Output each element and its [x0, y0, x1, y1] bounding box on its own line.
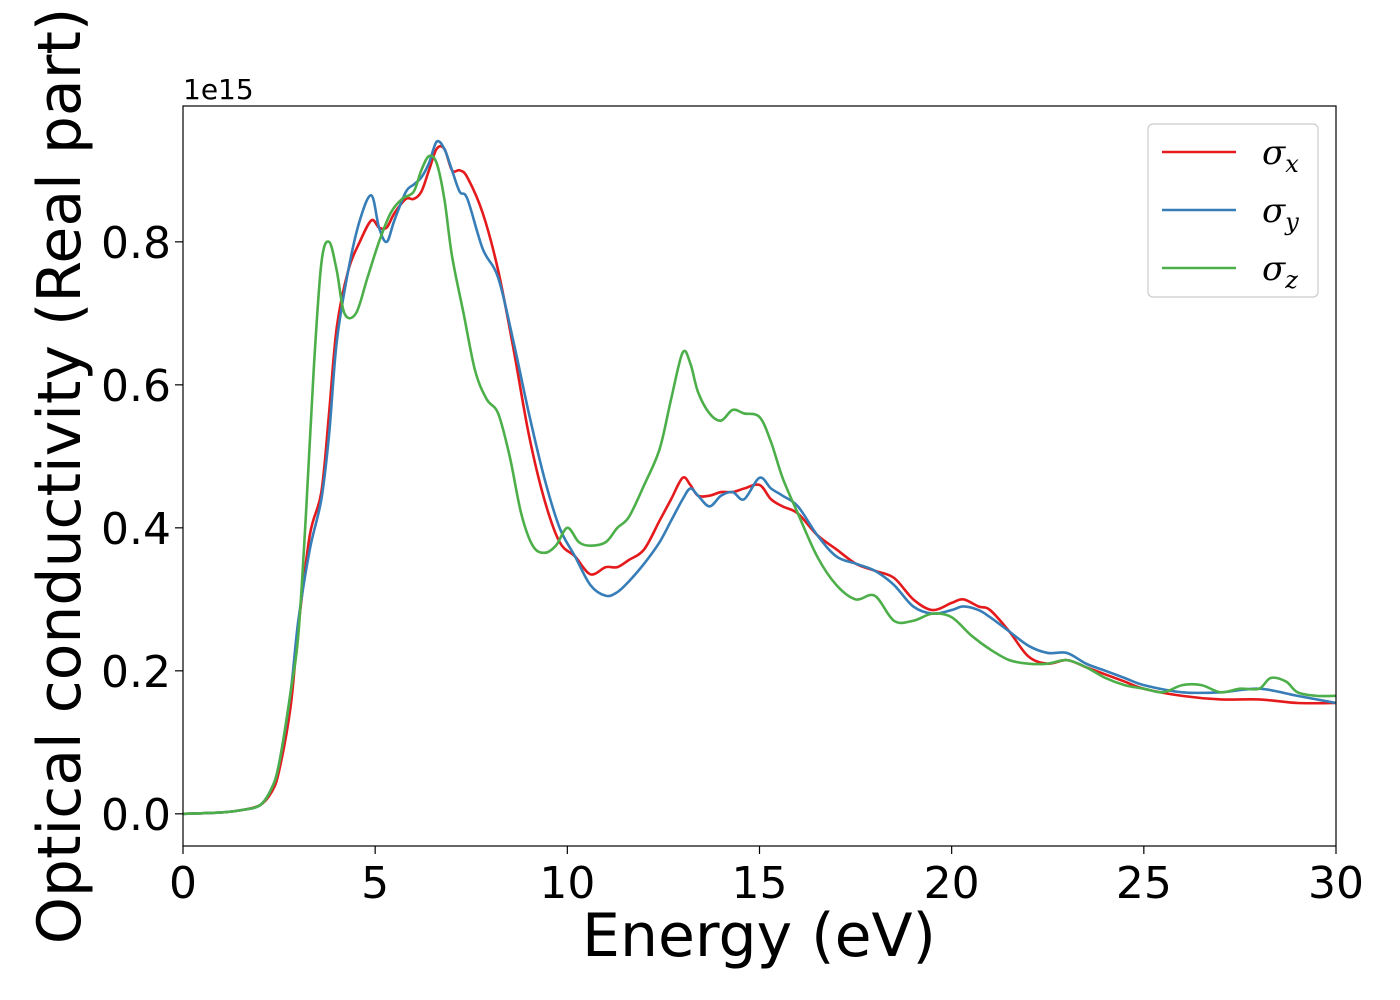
y-tick-label: 0.6	[101, 361, 171, 412]
legend-label-y: σy	[1262, 191, 1299, 236]
x-tick-label: 20	[924, 858, 980, 909]
series-line-y	[183, 139, 1336, 816]
series-layer	[183, 139, 1336, 816]
series-line-z	[183, 154, 1336, 816]
x-tick-label: 25	[1116, 858, 1172, 909]
legend: σx σy σz	[1147, 123, 1319, 298]
x-tick-label: 5	[361, 858, 389, 909]
x-axis-title: Energy (eV)	[582, 901, 936, 971]
x-tick-label: 15	[732, 858, 788, 909]
y-axis-title: Optical conductivity (Real part)	[25, 8, 95, 945]
y-axis: 0.0 0.2 0.4 0.6 0.8	[101, 218, 183, 841]
offset-text: 1e15	[183, 73, 254, 106]
y-tick-label: 0.2	[101, 647, 171, 698]
y-tick-label: 0.0	[101, 790, 171, 841]
y-tick-label: 0.4	[101, 504, 171, 555]
x-axis: 0 5 10 15 20 25 30	[169, 846, 1364, 909]
legend-label-x: σx	[1262, 133, 1299, 178]
x-tick-label: 10	[539, 858, 595, 909]
y-tick-label: 0.8	[101, 218, 171, 269]
x-tick-label: 0	[169, 858, 197, 909]
legend-label-z: σz	[1262, 249, 1298, 294]
x-tick-label: 30	[1308, 858, 1364, 909]
